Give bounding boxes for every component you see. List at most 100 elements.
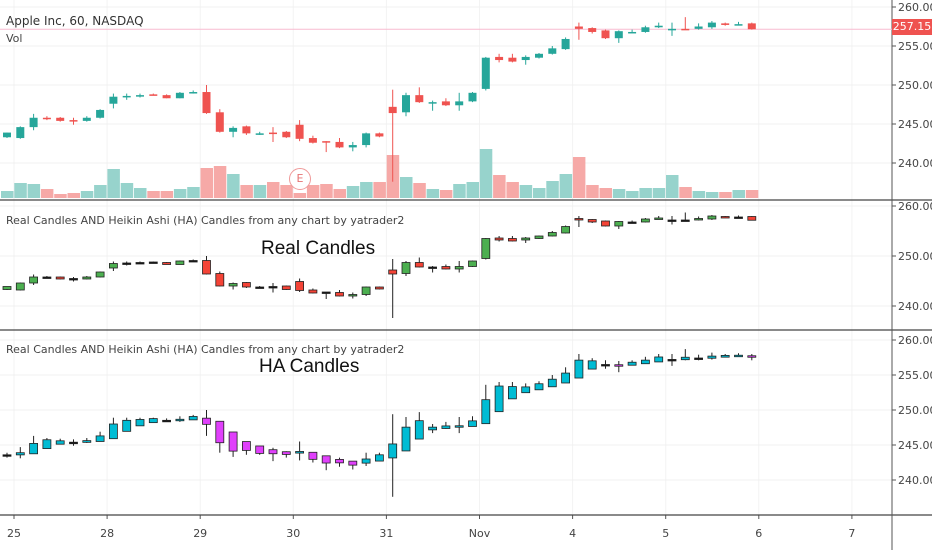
volume-bar [586,185,599,198]
volume-bar [187,187,200,198]
price-candle-body [402,95,410,113]
ha-candle-body [15,452,25,456]
price-candle-body [388,106,397,114]
real-candle-body [15,282,25,291]
ha-candle-body [388,443,398,459]
earnings-marker[interactable]: E [289,168,311,190]
real-candle-body [454,266,464,270]
real-candle-body [2,286,12,290]
ha-candle-body [667,359,677,362]
volume-bar [666,175,679,198]
volume-bar [519,185,533,198]
price-candle-body [375,133,384,137]
ha-candle-body [162,419,172,423]
volume-label[interactable]: Vol [6,32,23,45]
real-candle-body [534,235,544,239]
x-tick-label: 7 [848,527,855,540]
price-candle-body [229,127,238,132]
real-candle-body [228,283,238,287]
real-candle-body [414,262,424,268]
price-candle-body [654,25,663,28]
volume-bar [1,191,14,198]
real-candle-body [361,286,371,295]
volume-bar [373,182,386,198]
price-candle-body [29,117,38,128]
symbol-title[interactable]: Apple Inc, 60, NASDAQ [6,14,144,28]
volume-bar [267,182,280,198]
price-candle-body [694,26,703,29]
ha-candle-body [561,372,570,384]
price-candle-body [56,117,65,121]
volume-bar [679,187,692,198]
price-candle-body [707,22,716,28]
real-candle-body [29,276,39,284]
ha-candle-body [202,417,211,425]
real-candle-body [202,260,211,275]
price-candle-body [96,109,105,118]
indicator-title-real[interactable]: Real Candles AND Heikin Ashi (HA) Candle… [6,214,405,227]
y-tick-label: 250.00 [898,250,932,263]
ha-candle-body [641,359,650,365]
ha-candle-body [95,435,105,442]
volume-bar [200,168,213,198]
volume-bar [160,191,174,198]
ha-candle-body [188,416,198,421]
real-candle-body [281,285,291,290]
volume-bar [719,192,732,198]
volume-bar [360,182,373,198]
volume-bar [320,184,333,198]
price-candle-body [348,145,357,148]
price-candle-body [628,31,637,34]
indicator-title-ha[interactable]: Real Candles AND Heikin Ashi (HA) Candle… [6,343,405,356]
real-candle-body [481,238,491,259]
x-tick-label: 30 [286,527,300,540]
price-candle-body [122,95,131,98]
ha-candle-body [680,356,690,361]
price-candle-body [574,26,583,29]
price-candle-body [734,24,743,26]
real-candle-body [561,226,570,234]
ha-candle-body [534,383,544,391]
volume-bar [732,190,745,198]
ha-candle-body [707,355,717,359]
volume-bar [400,177,413,198]
volume-bar [240,185,253,198]
volume-bar [333,189,346,198]
volume-bar [107,169,120,198]
price-candle-body [42,117,51,120]
real-candle-body [388,269,398,275]
real-candle-body [241,282,251,288]
y-tick-label: 250.00 [898,79,932,92]
real-candle-body [468,260,477,267]
ha-candle-body [55,440,65,445]
volume-bar [27,184,41,198]
real-candle-body [348,294,358,297]
volume-bar [120,183,134,198]
price-candle-body [681,28,690,31]
ha-candle-body [268,449,278,455]
x-tick-label: Nov [469,527,491,540]
volume-bar [40,189,54,198]
volume-bar [94,185,107,198]
volume-bar [546,181,559,198]
ha-candle-body [734,354,743,358]
price-candle-body [588,28,597,32]
ha-candle-body [481,399,491,425]
volume-bar [705,192,719,198]
ha-candle-body [281,451,291,455]
price-candle-body [175,92,184,99]
real-candle-body [401,262,411,274]
x-tick-label: 25 [7,527,21,540]
price-candle-body [202,92,211,114]
ha-candle-body [547,378,557,388]
real-candle-body [747,216,757,221]
ha-candle-body [614,364,624,367]
price-candle-body [455,101,464,106]
y-tick-label: 255.00 [898,40,932,53]
real-candle-body [215,273,225,287]
price-candle-body [747,23,756,30]
real-candle-body [587,219,597,223]
ha-candle-body [401,426,411,452]
real-candle-body [614,221,624,227]
